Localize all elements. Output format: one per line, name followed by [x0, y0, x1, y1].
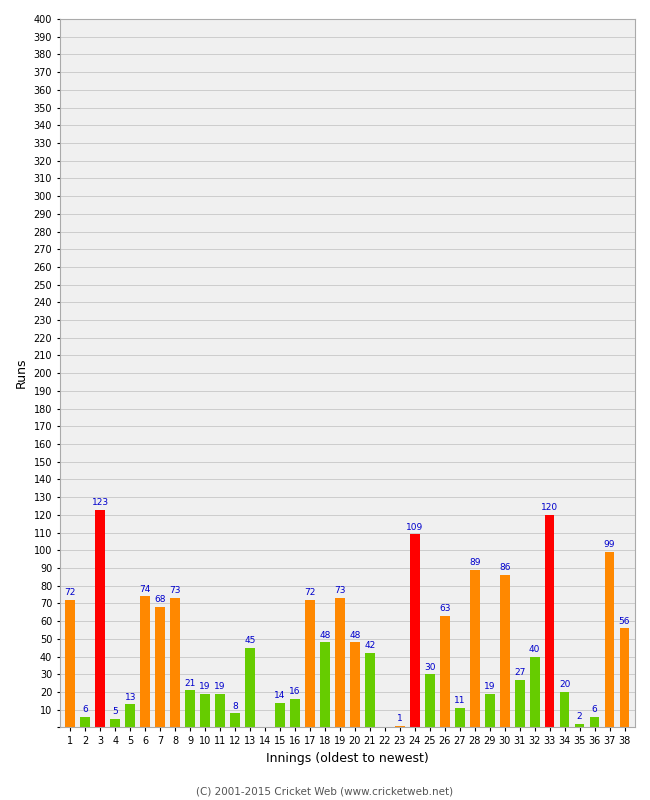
Text: 42: 42 — [364, 642, 376, 650]
Bar — [500, 575, 510, 727]
Bar — [575, 724, 584, 727]
Bar — [515, 679, 525, 727]
Bar — [215, 694, 225, 727]
Bar — [604, 552, 614, 727]
Bar — [455, 708, 465, 727]
Text: 19: 19 — [214, 682, 226, 691]
Bar — [335, 598, 344, 727]
Text: 56: 56 — [619, 617, 630, 626]
Text: 1: 1 — [397, 714, 403, 723]
Text: 72: 72 — [64, 588, 76, 598]
Text: 13: 13 — [124, 693, 136, 702]
Text: 123: 123 — [92, 498, 109, 507]
Text: 73: 73 — [170, 586, 181, 595]
Text: 27: 27 — [514, 668, 525, 677]
Bar — [350, 642, 359, 727]
Bar — [81, 717, 90, 727]
Text: 73: 73 — [334, 586, 346, 595]
Text: 2: 2 — [577, 712, 582, 722]
Bar — [485, 694, 495, 727]
Bar — [155, 607, 165, 727]
Text: 19: 19 — [200, 682, 211, 691]
Bar — [470, 570, 480, 727]
Bar — [185, 690, 195, 727]
Text: 19: 19 — [484, 682, 495, 691]
Text: 21: 21 — [185, 678, 196, 687]
Y-axis label: Runs: Runs — [15, 358, 28, 389]
Bar — [395, 726, 405, 727]
Bar — [125, 704, 135, 727]
Text: 20: 20 — [559, 680, 570, 690]
Text: 40: 40 — [529, 645, 540, 654]
Text: 45: 45 — [244, 636, 255, 645]
Text: 63: 63 — [439, 604, 450, 613]
Text: 48: 48 — [349, 630, 361, 640]
Bar — [245, 648, 255, 727]
Text: 6: 6 — [592, 705, 597, 714]
Bar — [305, 600, 315, 727]
Bar — [140, 596, 150, 727]
Text: 30: 30 — [424, 662, 436, 672]
Bar — [619, 628, 629, 727]
Text: (C) 2001-2015 Cricket Web (www.cricketweb.net): (C) 2001-2015 Cricket Web (www.cricketwe… — [196, 786, 454, 796]
Bar — [111, 718, 120, 727]
Text: 8: 8 — [232, 702, 238, 710]
Bar — [275, 702, 285, 727]
Bar — [440, 616, 450, 727]
Text: 48: 48 — [319, 630, 331, 640]
Bar — [530, 657, 540, 727]
Bar — [545, 515, 554, 727]
Text: 120: 120 — [541, 503, 558, 512]
Text: 74: 74 — [140, 585, 151, 594]
Bar — [560, 692, 569, 727]
Text: 14: 14 — [274, 691, 286, 700]
Text: 72: 72 — [304, 588, 316, 598]
Bar — [410, 534, 420, 727]
Text: 89: 89 — [469, 558, 480, 567]
Bar — [230, 714, 240, 727]
Bar — [96, 510, 105, 727]
Bar — [320, 642, 330, 727]
Bar — [290, 699, 300, 727]
X-axis label: Innings (oldest to newest): Innings (oldest to newest) — [266, 752, 429, 765]
Text: 109: 109 — [406, 522, 423, 532]
Text: 68: 68 — [155, 595, 166, 604]
Bar — [200, 694, 210, 727]
Bar — [590, 717, 599, 727]
Text: 86: 86 — [499, 563, 510, 573]
Bar — [170, 598, 180, 727]
Text: 6: 6 — [83, 705, 88, 714]
Text: 99: 99 — [604, 541, 616, 550]
Bar — [66, 600, 75, 727]
Bar — [365, 653, 375, 727]
Text: 5: 5 — [112, 707, 118, 716]
Bar — [425, 674, 435, 727]
Text: 11: 11 — [454, 696, 465, 706]
Text: 16: 16 — [289, 687, 301, 697]
